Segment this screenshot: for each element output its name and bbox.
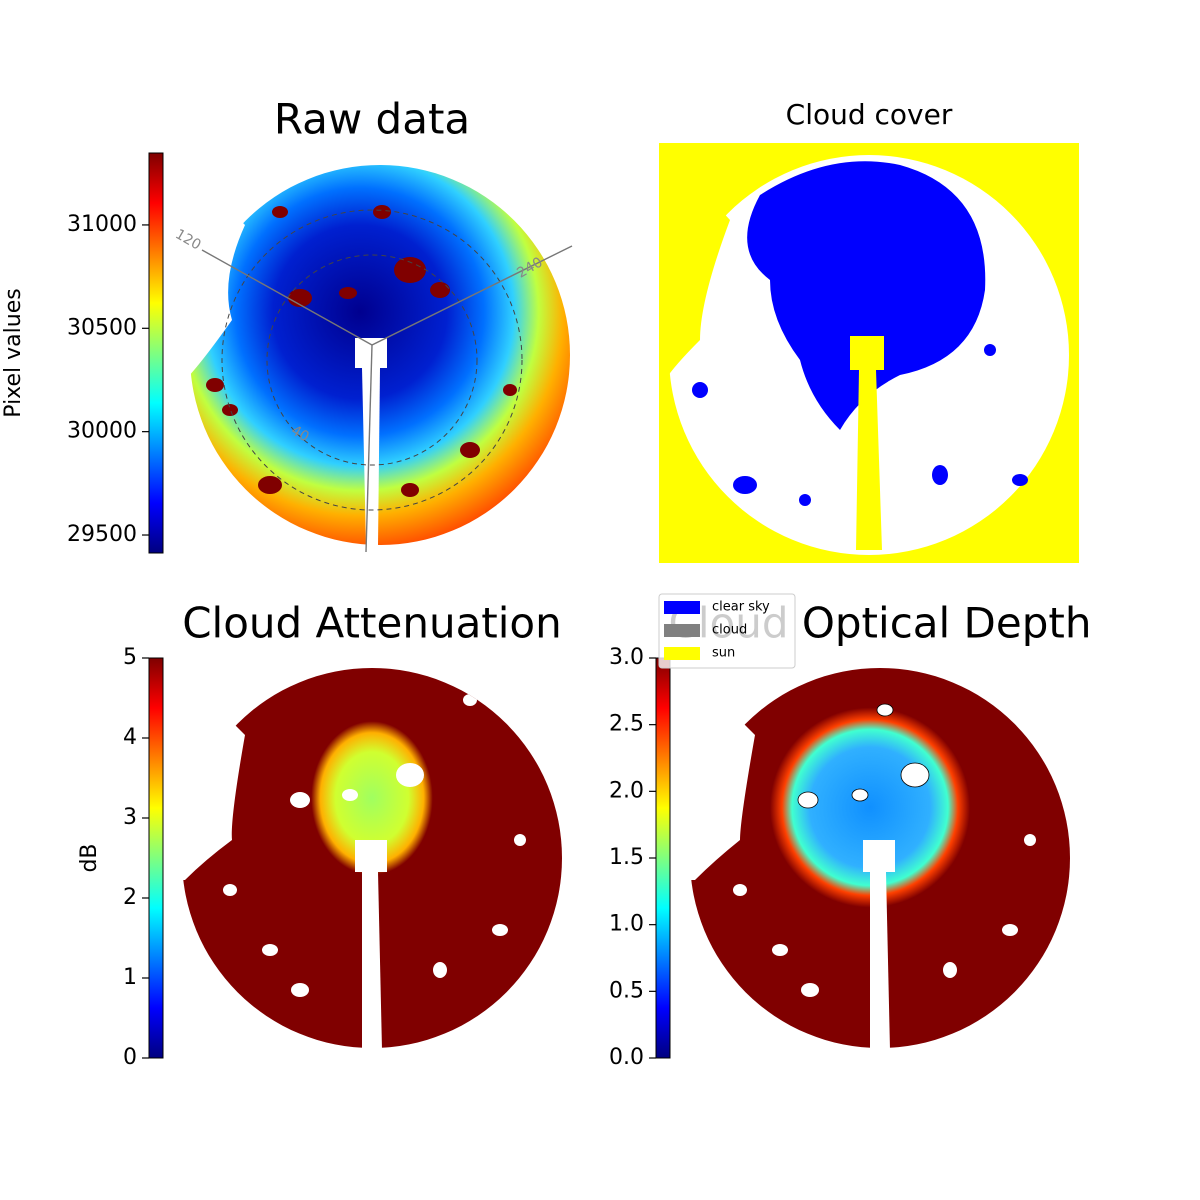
colorbar-tick-label: 1.5 <box>609 845 644 870</box>
colorbar-tick-label: 1.0 <box>609 912 644 937</box>
legend-label: sun <box>712 646 735 661</box>
legend-swatch <box>664 601 700 614</box>
chart-title: Cloud Attenuation <box>182 599 562 648</box>
colorbar-tick-label: 29500 <box>67 522 137 547</box>
chart-title: Raw data <box>274 95 470 144</box>
colorbar-tick-label: 3 <box>123 805 137 830</box>
colorbar <box>148 152 164 554</box>
colorbar-tick-label: 0 <box>123 1045 137 1070</box>
legend-label: clear sky <box>712 600 770 615</box>
colorbar-tick-label: 0.0 <box>609 1045 644 1070</box>
colorbar-tick-label: 2.5 <box>609 712 644 737</box>
polar-annotation: 40 <box>288 423 311 446</box>
colorbar-tick-label: 31000 <box>67 212 137 237</box>
colorbar-tick-label: 4 <box>123 725 137 750</box>
colorbar-label: Pixel values <box>1 288 26 417</box>
colorbar-tick-label: 30500 <box>67 315 137 340</box>
colorbar <box>655 657 671 1059</box>
colorbar-tick-label: 2 <box>123 885 137 910</box>
chart-title: Cloud cover <box>786 98 953 131</box>
legend-swatch <box>664 624 700 637</box>
colorbar-tick-label: 3.0 <box>609 645 644 670</box>
raw-image <box>190 165 570 545</box>
colorbar <box>148 657 164 1059</box>
colorbar-tick-label: 30000 <box>67 419 137 444</box>
colorbar-label: dB <box>77 843 102 872</box>
colorbar-tick-label: 5 <box>123 645 137 670</box>
legend: clear sky cloud sun <box>658 593 796 669</box>
colorbar-tick-label: 0.5 <box>609 978 644 1003</box>
legend-label: cloud <box>712 623 747 638</box>
colorbar-tick-label: 1 <box>123 965 137 990</box>
colorbar-tick-label: 2.0 <box>609 778 644 803</box>
legend-swatch <box>664 647 700 660</box>
